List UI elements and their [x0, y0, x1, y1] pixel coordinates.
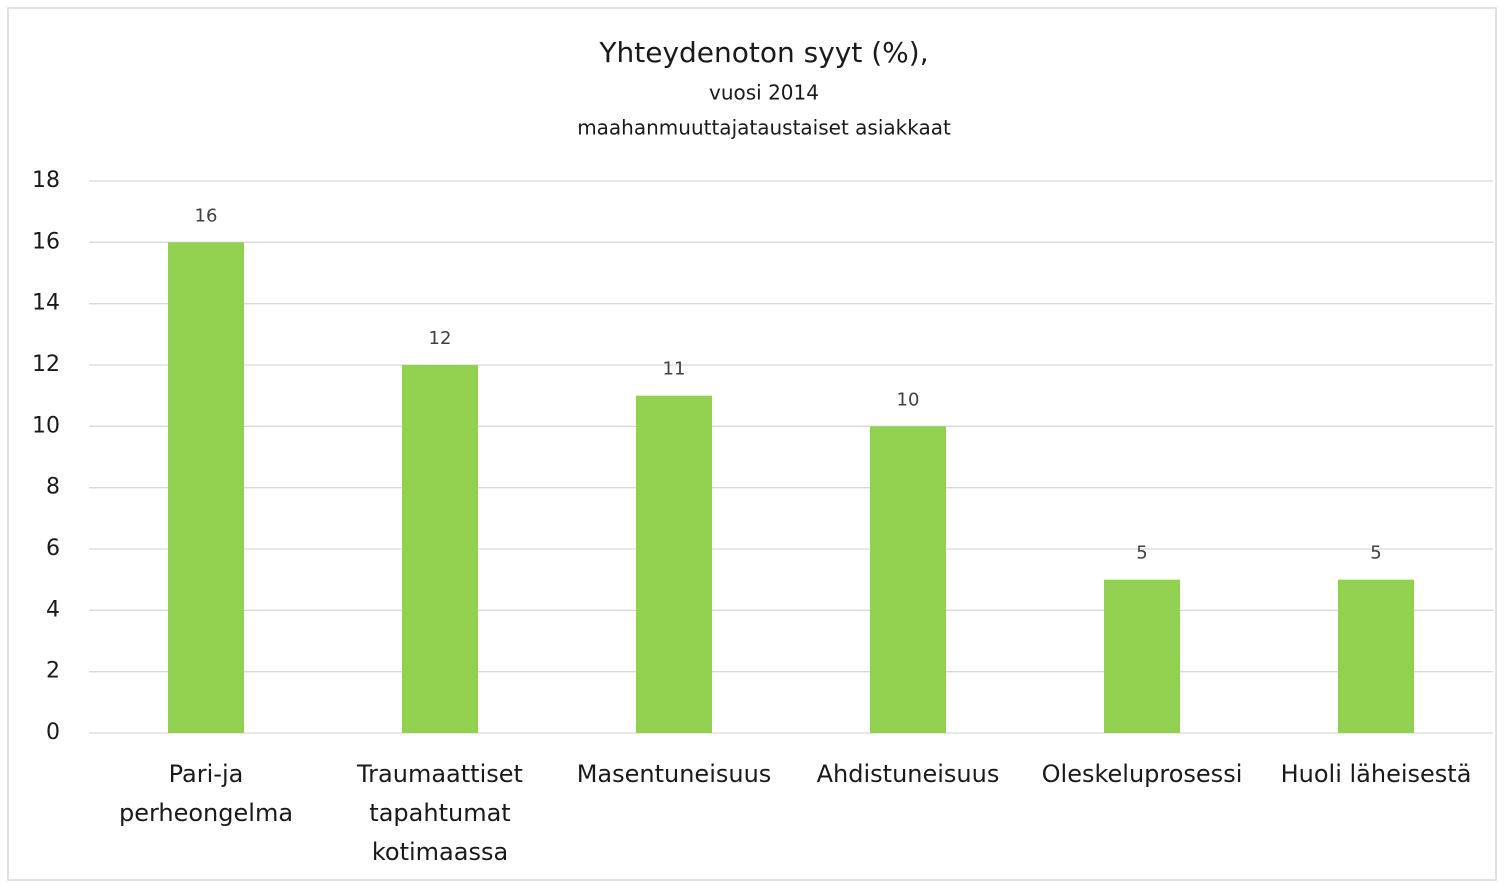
- chart-subtitle: maahanmuuttajataustaiset asiakkaat: [577, 116, 951, 140]
- y-tick-label: 10: [32, 413, 60, 438]
- x-tick-label: Traumaattiset: [356, 760, 523, 788]
- y-tick-label: 18: [32, 168, 60, 193]
- x-tick-label: perheongelma: [119, 799, 293, 827]
- chart-subtitle: vuosi 2014: [709, 81, 819, 105]
- bar: [402, 365, 478, 733]
- x-tick-label: tapahtumat: [369, 799, 510, 827]
- y-tick-label: 16: [32, 229, 60, 254]
- y-tick-label: 4: [46, 597, 60, 622]
- chart-title: Yhteydenoton syyt (%),: [598, 36, 928, 69]
- value-label: 5: [1370, 543, 1381, 564]
- y-tick-label: 0: [46, 720, 60, 745]
- value-label: 12: [429, 328, 452, 349]
- y-tick-label: 6: [46, 536, 60, 561]
- bar: [636, 395, 712, 733]
- x-tick-label: Huoli läheisestä: [1281, 760, 1472, 788]
- bar: [168, 242, 244, 734]
- bar: [870, 426, 946, 733]
- value-label: 16: [195, 205, 218, 226]
- value-label: 11: [663, 359, 686, 380]
- y-tick-label: 12: [32, 352, 60, 377]
- chart-border: [7, 7, 1497, 881]
- y-tick-label: 8: [46, 475, 60, 500]
- x-tick-label: Masentuneisuus: [577, 760, 772, 788]
- x-tick-label: Oleskeluprosessi: [1042, 760, 1243, 788]
- bar: [1104, 579, 1180, 733]
- x-tick-label: Ahdistuneisuus: [817, 760, 1000, 788]
- bar: [1338, 579, 1414, 733]
- value-label: 5: [1136, 543, 1147, 564]
- y-tick-label: 2: [46, 659, 60, 684]
- x-tick-label: kotimaassa: [372, 838, 508, 866]
- x-tick-label: Pari-ja: [169, 760, 244, 788]
- value-label: 10: [897, 389, 920, 410]
- y-tick-label: 14: [32, 291, 60, 316]
